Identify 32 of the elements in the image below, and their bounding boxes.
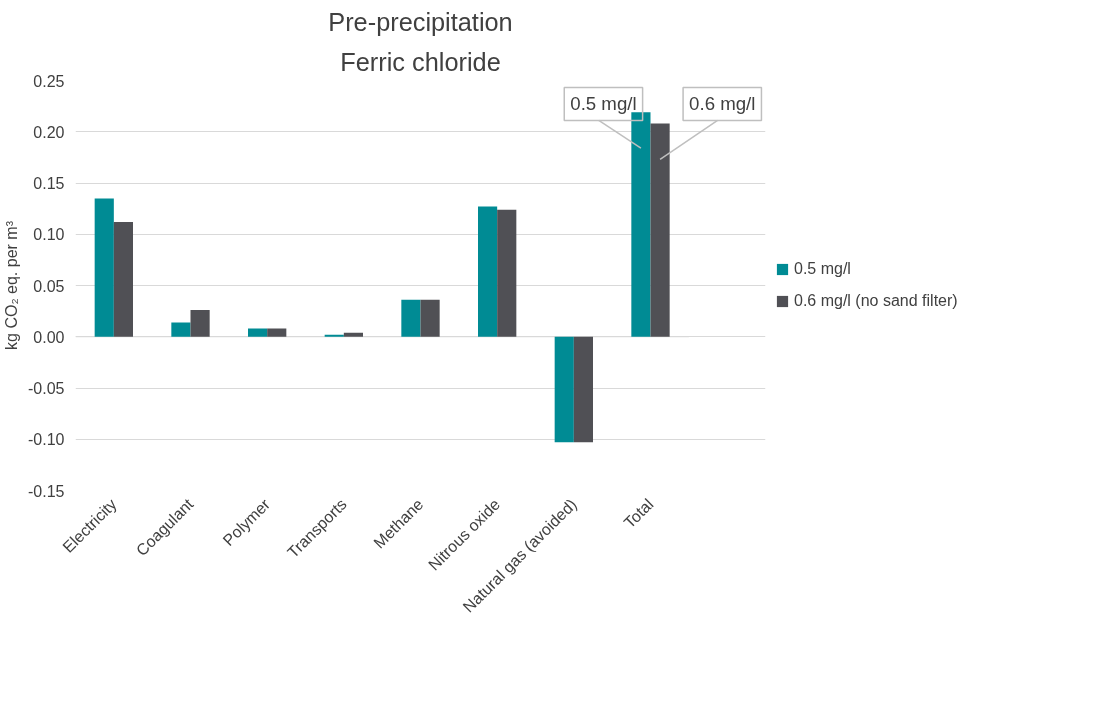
bar <box>171 322 191 337</box>
bar <box>113 221 133 337</box>
bar <box>420 299 440 337</box>
bar <box>497 209 517 337</box>
bar <box>554 336 574 443</box>
y-tick-label: 0.15 <box>33 175 65 192</box>
bar <box>650 123 670 337</box>
chart-subtitle: Ferric chloride <box>340 47 501 76</box>
bar <box>401 299 421 337</box>
legend-label: 0.5 mg/l <box>794 260 851 278</box>
annotation: 0.6 mg/l <box>689 93 756 115</box>
bar <box>631 112 651 337</box>
y-tick-label: 0.20 <box>33 123 65 141</box>
annotation: 0.5 mg/l <box>570 93 637 115</box>
y-axis-title: kg CO₂ eq. per m³ <box>3 220 21 350</box>
y-tick-label: 0.00 <box>33 328 65 346</box>
y-tick-label: 0.10 <box>33 226 65 244</box>
bar <box>324 334 344 337</box>
y-tick-label: 0.25 <box>33 72 65 90</box>
bar <box>267 328 287 337</box>
bar <box>190 310 210 337</box>
y-tick-label: -0.10 <box>28 431 65 449</box>
bar <box>94 198 114 337</box>
legend-label: 0.6 mg/l (no sand filter) <box>794 292 958 310</box>
bar <box>248 328 268 337</box>
y-tick-label: -0.05 <box>28 380 65 397</box>
chart-title: Pre-precipitation <box>328 7 513 36</box>
y-tick-label: -0.15 <box>28 482 65 500</box>
bar <box>573 336 593 443</box>
y-tick-label: 0.05 <box>33 277 65 295</box>
bar <box>478 206 498 337</box>
bar <box>343 332 363 337</box>
